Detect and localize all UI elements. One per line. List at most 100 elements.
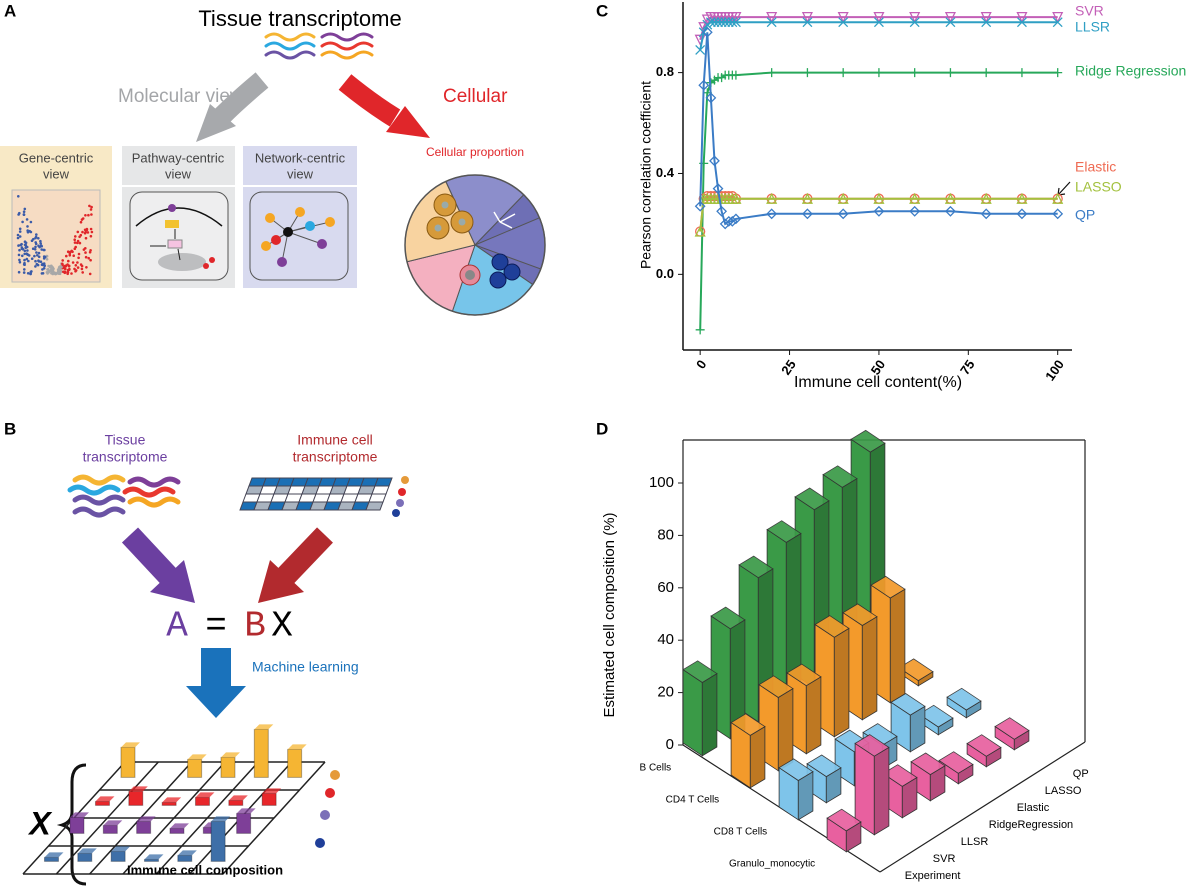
- panel-label: C: [596, 1, 608, 20]
- matrix-cell: [365, 501, 384, 511]
- deco-bar: [169, 827, 185, 834]
- dot: [56, 268, 60, 272]
- bar-top: [946, 687, 982, 711]
- dot: [34, 259, 37, 263]
- method-label: QP: [1073, 768, 1089, 780]
- dot: [16, 236, 20, 240]
- deco-bar: [120, 746, 136, 778]
- deco-bar-top: [77, 848, 97, 854]
- dot: [17, 253, 21, 257]
- deco-bar-top: [228, 795, 248, 801]
- x-axis-label: Immune cell content(%): [794, 374, 962, 391]
- x-tick-label: 50: [868, 357, 889, 377]
- dot: [73, 247, 77, 250]
- dot: [37, 251, 41, 255]
- bar: [778, 758, 814, 821]
- label: transcriptome: [293, 449, 378, 465]
- marker: [723, 17, 734, 28]
- legend-label: QP: [1075, 207, 1095, 223]
- dot: [45, 271, 49, 274]
- bar-top: [938, 751, 974, 774]
- marker: [694, 225, 706, 237]
- marker: [1052, 17, 1063, 28]
- dot: [59, 265, 62, 268]
- arrow-head: [186, 686, 246, 718]
- method-label: Experiment: [905, 870, 961, 882]
- deco-bar-top: [69, 812, 89, 818]
- dot: [24, 246, 28, 249]
- transcript: [67, 484, 121, 496]
- marker: [695, 44, 706, 55]
- arrows: [150, 229, 181, 261]
- transcript: [127, 476, 181, 488]
- dot: [89, 234, 93, 238]
- marker: [767, 68, 777, 78]
- z-tick-label: 40: [657, 631, 674, 648]
- y-tick-label: 0.4: [656, 165, 675, 180]
- dot: [73, 241, 77, 244]
- deco-bar: [77, 852, 93, 862]
- node: [265, 213, 275, 223]
- receptor: [168, 204, 176, 212]
- dot: [76, 230, 80, 234]
- marker: [731, 70, 741, 80]
- marker: [873, 205, 885, 217]
- dot: [63, 270, 66, 274]
- deco-bar-top: [195, 792, 215, 798]
- view-title: view: [165, 166, 192, 181]
- marker: [980, 11, 992, 24]
- matrix-cell: [374, 477, 393, 487]
- marker: [873, 192, 885, 204]
- bar-side: [861, 615, 878, 721]
- dot: [79, 263, 83, 266]
- marker: [695, 325, 705, 335]
- marker: [909, 11, 921, 24]
- view-title: Pathway-centric: [132, 150, 225, 165]
- dot: [82, 248, 86, 251]
- bar-top: [898, 658, 934, 682]
- cell-icon: [396, 499, 404, 507]
- dot: [48, 269, 52, 273]
- dot: [70, 249, 73, 253]
- dot: [77, 252, 81, 256]
- node: [317, 239, 327, 249]
- cell-type-label: Granulo_monocytic: [729, 858, 815, 869]
- bar-top: [994, 717, 1030, 740]
- dot: [34, 236, 37, 240]
- bar-top: [918, 704, 954, 728]
- label: Cellular proportion: [426, 145, 524, 159]
- dot: [73, 267, 76, 271]
- dot: [89, 227, 93, 231]
- marker: [712, 183, 724, 195]
- dot: [61, 259, 64, 262]
- dot: [33, 248, 37, 251]
- dot: [46, 268, 49, 271]
- z-axis-label: Estimated cell composition (%): [601, 512, 618, 717]
- cell: [493, 211, 516, 229]
- bar-top: [814, 615, 850, 638]
- dot: [47, 264, 50, 268]
- dot: [42, 257, 46, 260]
- marker: [1017, 68, 1027, 78]
- cell-pie: [404, 174, 546, 316]
- caption: Immune cell composition: [127, 862, 283, 877]
- marker: [801, 11, 813, 24]
- deco-bar-top: [111, 846, 131, 852]
- bar-top: [966, 734, 1002, 757]
- deco-bar-top: [211, 816, 231, 822]
- marker: [910, 68, 920, 78]
- deco-bar-top: [144, 854, 164, 860]
- dot: [80, 267, 84, 271]
- deco-bar: [187, 758, 203, 778]
- cell-type-label: CD8 T Cells: [714, 826, 768, 837]
- cell-nucleus: [458, 218, 466, 226]
- transcript: [320, 32, 374, 42]
- label: Molecular view: [118, 86, 244, 107]
- node: [295, 207, 305, 217]
- dot: [29, 220, 33, 224]
- dot: [18, 235, 22, 238]
- bar-top: [910, 752, 946, 776]
- marker: [1052, 208, 1064, 220]
- dot: [32, 237, 35, 241]
